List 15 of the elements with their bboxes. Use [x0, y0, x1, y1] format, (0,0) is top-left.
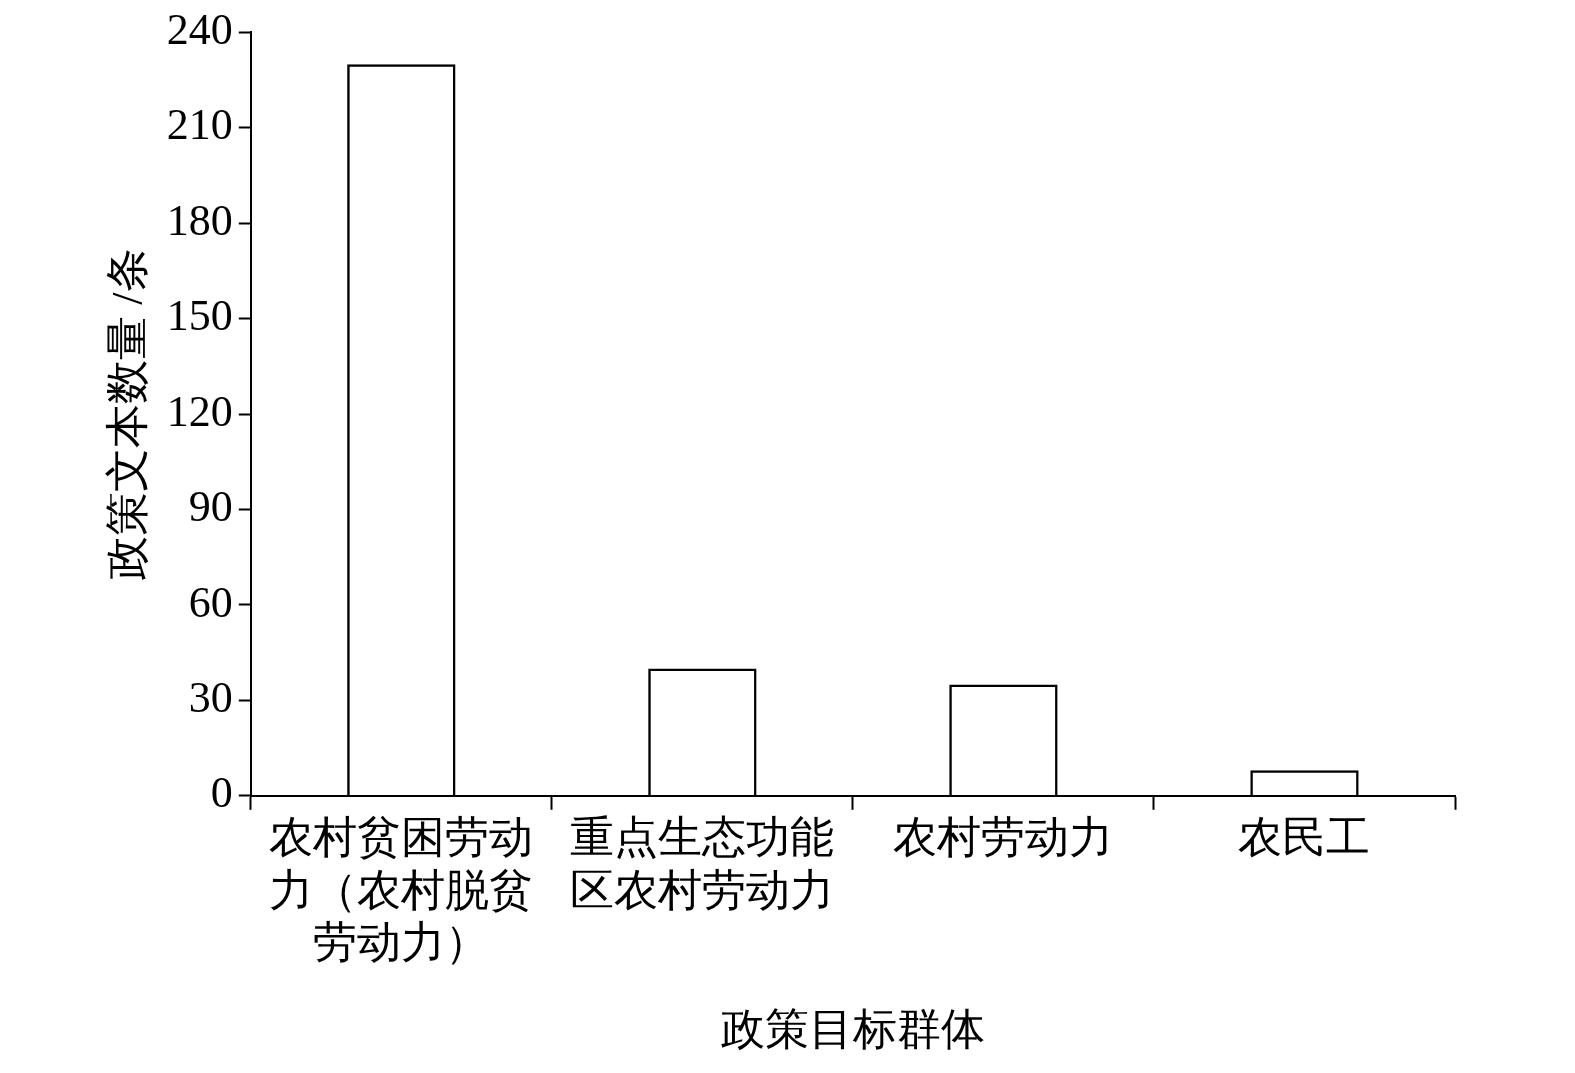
x-tick-label: 重点生态功能区农村劳动力: [570, 812, 835, 915]
x-tick-label: 农村劳动力: [893, 812, 1114, 862]
x-axis-title: 政策目标群体: [720, 1005, 985, 1055]
y-tick-label: 90: [188, 482, 233, 532]
y-tick-label: 210: [166, 100, 233, 150]
y-tick-label: 120: [166, 386, 233, 436]
y-tick-label: 0: [210, 768, 233, 818]
y-tick-label: 180: [166, 195, 233, 245]
y-tick-label: 240: [166, 4, 233, 54]
x-tick-label: 农民工: [1238, 812, 1371, 862]
x-tick-label: 农村贫困劳动力（农村脱贫劳动力）: [269, 812, 534, 968]
y-tick-label: 60: [188, 577, 233, 627]
y-tick-label: 30: [188, 672, 233, 722]
y-axis-title: 政策文本数量 /条: [102, 248, 152, 580]
y-tick-label: 150: [166, 291, 233, 341]
